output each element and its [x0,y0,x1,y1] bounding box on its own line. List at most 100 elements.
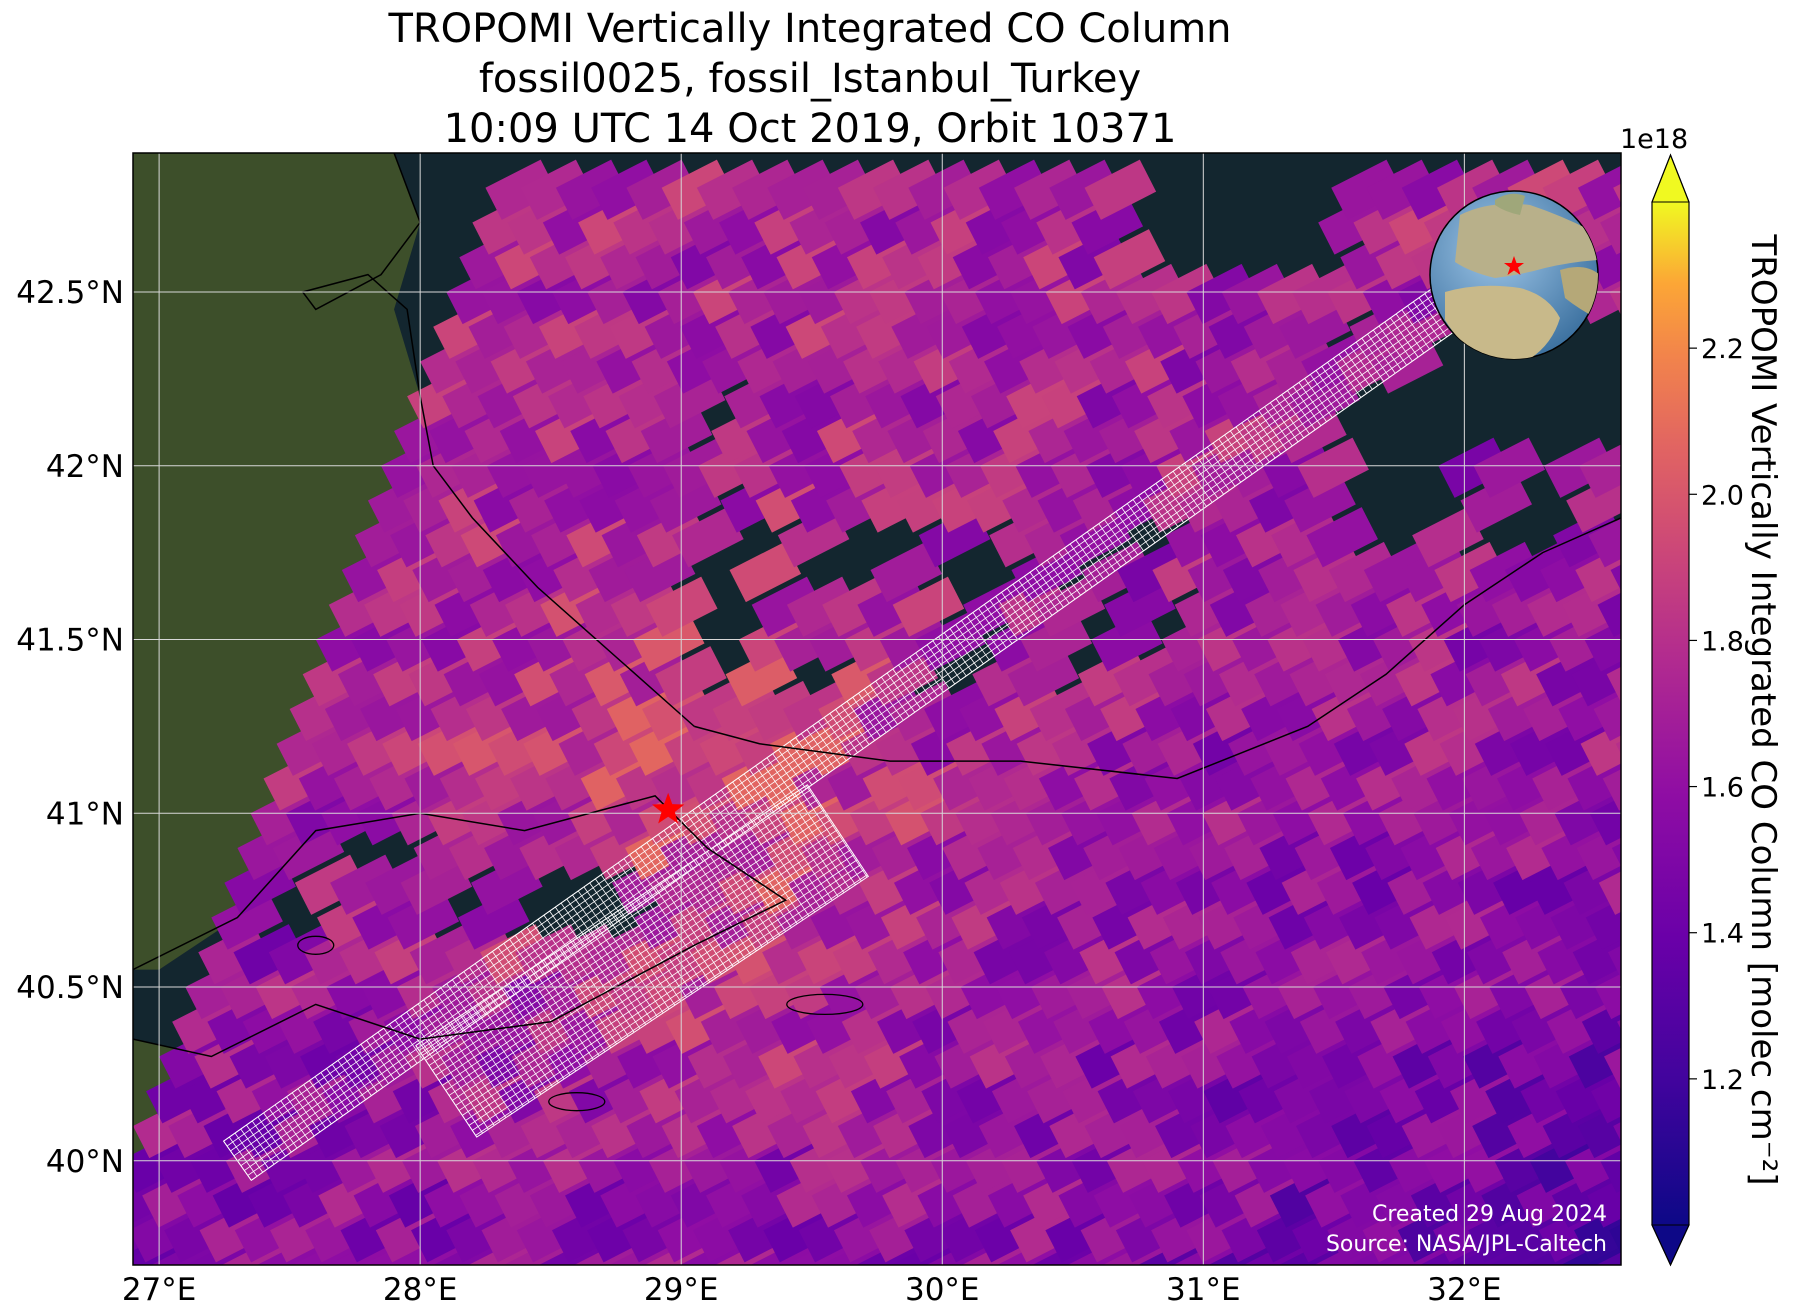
co-pixel [656,924,728,985]
co-pixel [1182,368,1255,429]
x-tick-label: 32°E [1427,1272,1502,1308]
co-pixel [589,819,662,881]
co-pixel [786,576,859,637]
co-pixel [1510,715,1582,776]
co-pixel [1520,1063,1593,1124]
co-pixel [692,1202,765,1263]
co-pixel [1285,750,1358,811]
co-pixel [792,750,864,811]
co-pixel [1532,750,1604,811]
co-pixel [516,1202,589,1263]
co-pixel [655,646,727,707]
co-pixel [520,1097,593,1159]
co-pixel [1093,229,1166,290]
co-pixel [1148,646,1221,707]
co-pixel [858,854,931,915]
co-pixel [1337,611,1410,672]
co-pixel [540,576,612,637]
co-pixel [561,333,633,394]
lake-iznik [786,993,864,1016]
co-pixel [772,333,845,394]
co-pixel [1572,924,1621,985]
co-pixel [1001,1132,1073,1193]
co-pixel [1419,1236,1492,1265]
co-pixel [869,1202,941,1263]
co-pixel [1327,263,1399,325]
co-pixel [1119,1097,1192,1159]
co-pixel [494,1167,567,1228]
co-pixel [672,507,744,568]
co-pixel [980,437,1052,498]
co-pixel [987,1167,1060,1228]
co-pixel [630,993,702,1054]
co-pixel [798,263,871,325]
co-pixel [429,402,501,464]
co-pixel [1383,958,1456,1020]
co-pixel [1097,1063,1170,1124]
globe-asia-land [1560,266,1598,320]
co-pixel [1293,541,1365,603]
chart-title: TROPOMI Vertically Integrated CO Column … [0,4,1620,154]
co-pixel [973,924,1046,985]
co-pixel [1174,576,1247,637]
co-pixel [769,715,842,776]
co-pixel [1006,368,1078,429]
coastline-layer [133,153,1621,1112]
co-pixel [1506,819,1578,881]
co-pixel [499,402,572,464]
co-pixel [529,1167,602,1228]
co-pixel [781,402,854,464]
co-pixel [1378,785,1450,846]
co-pixel [1200,507,1273,568]
co-pixel [790,472,863,533]
co-pixel [290,958,363,1020]
co-pixel [1023,229,1095,290]
co-pixel [357,1063,430,1124]
co-pixel [1136,958,1209,1020]
co-pixel [374,924,447,985]
co-pixel [793,1028,866,1089]
co-pixel [211,889,283,950]
co-pixel [216,1063,289,1124]
co-pixel [678,958,751,1020]
co-pixel [390,507,462,568]
co-pixel [334,750,406,811]
y-tick-label: 42.5°N [16,275,124,311]
co-pixel [706,229,778,290]
co-pixel [340,1202,413,1263]
co-pixel [1481,1167,1553,1228]
co-pixel [1342,785,1415,846]
co-pixel [531,507,603,568]
co-pixel [1044,924,1116,985]
co-pixel [365,854,437,915]
co-pixel [1430,646,1503,707]
co-pixel [1232,611,1304,672]
co-pixel [1357,1028,1429,1089]
co-pixel [1498,1028,1570,1089]
co-pixel [1327,1202,1399,1263]
co-pixel [1457,854,1530,915]
co-pixel [797,924,869,985]
co-pixel [1122,715,1194,776]
co-pixel [579,472,651,533]
co-pixel [532,785,604,846]
co-pixel [891,298,963,359]
co-pixel [993,402,1065,464]
co-pixel [822,576,894,637]
co-pixel [935,368,1008,429]
co-pixel [1439,715,1512,776]
co-pixel [1032,1236,1104,1265]
co-pixel [1195,333,1268,394]
co-pixel [408,646,480,707]
co-pixel [956,1063,1029,1124]
co-pixel [1145,1028,1218,1089]
co-pixel [1020,611,1093,672]
co-pixel [348,993,420,1054]
co-pixel [1169,402,1241,464]
co-pixel [1336,1272,1408,1313]
co-pixel [194,1028,266,1089]
co-pixel [1533,1028,1606,1089]
co-pixel [1067,298,1140,359]
co-pixel [622,1202,695,1263]
co-pixel [1365,819,1437,881]
